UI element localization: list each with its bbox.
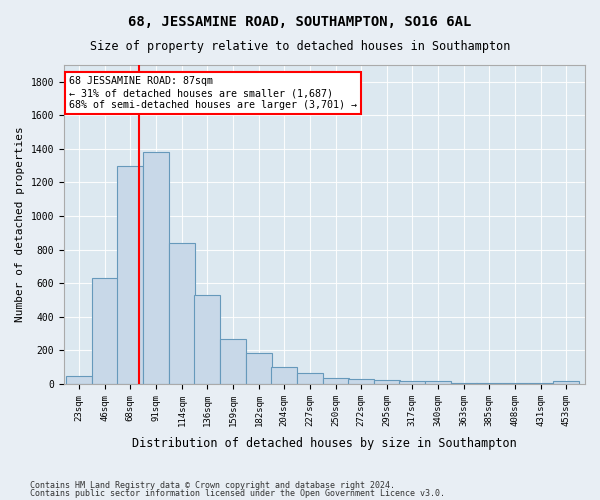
Text: Size of property relative to detached houses in Southampton: Size of property relative to detached ho… — [90, 40, 510, 53]
Bar — [169, 243, 195, 384]
Bar — [143, 152, 169, 384]
Bar — [348, 379, 374, 384]
Bar — [246, 353, 272, 384]
Bar — [297, 373, 323, 384]
Y-axis label: Number of detached properties: Number of detached properties — [15, 126, 25, 322]
Text: 68 JESSAMINE ROAD: 87sqm
← 31% of detached houses are smaller (1,687)
68% of sem: 68 JESSAMINE ROAD: 87sqm ← 31% of detach… — [70, 76, 358, 110]
Bar — [117, 166, 143, 384]
Bar — [92, 278, 118, 384]
Text: Contains HM Land Registry data © Crown copyright and database right 2024.: Contains HM Land Registry data © Crown c… — [30, 481, 395, 490]
Bar — [476, 382, 502, 384]
Bar — [425, 382, 451, 384]
Bar — [323, 378, 349, 384]
Bar — [194, 295, 220, 384]
Text: 68, JESSAMINE ROAD, SOUTHAMPTON, SO16 6AL: 68, JESSAMINE ROAD, SOUTHAMPTON, SO16 6A… — [128, 15, 472, 29]
Bar — [451, 382, 478, 384]
Bar — [220, 338, 246, 384]
Text: Contains public sector information licensed under the Open Government Licence v3: Contains public sector information licen… — [30, 488, 445, 498]
Bar — [502, 383, 529, 384]
Bar — [271, 367, 297, 384]
Bar — [529, 383, 554, 384]
Bar — [553, 382, 580, 384]
Bar — [66, 376, 92, 384]
Bar — [399, 380, 425, 384]
X-axis label: Distribution of detached houses by size in Southampton: Distribution of detached houses by size … — [132, 437, 517, 450]
Bar — [374, 380, 400, 384]
